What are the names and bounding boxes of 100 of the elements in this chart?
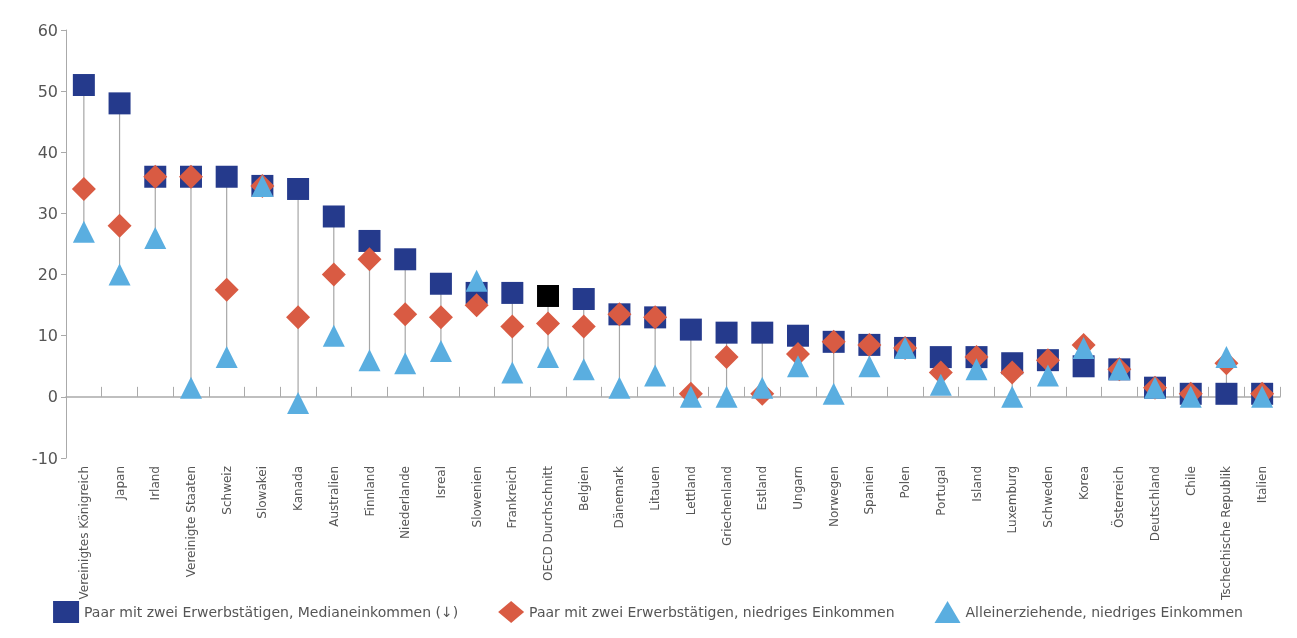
x-tick-label: Japan (112, 466, 127, 501)
y-tick-label: 50 (37, 81, 58, 101)
x-tick-label: Vereinigte Staaten (183, 466, 198, 578)
point (322, 205, 345, 228)
point (500, 314, 525, 339)
point (429, 340, 452, 362)
point (608, 376, 631, 399)
point (644, 364, 667, 387)
point (393, 302, 418, 327)
point (287, 391, 310, 414)
point (214, 277, 239, 302)
x-tick-label: Griechenland (719, 466, 734, 547)
point (215, 165, 238, 188)
point (537, 346, 560, 369)
x-tick-label: Dänemark (612, 465, 627, 529)
x-tick-label: Deutschland (1148, 466, 1163, 542)
x-tick-label: Slowakei (255, 466, 270, 519)
x-tick-label: Niederlande (398, 466, 413, 539)
point (501, 361, 524, 384)
point (501, 281, 524, 304)
x-tick-label: Finnland (362, 466, 377, 517)
point (358, 229, 381, 252)
point (1215, 382, 1238, 405)
point (322, 324, 345, 347)
point (786, 324, 809, 347)
x-tick-label: Australien (326, 466, 341, 527)
point (72, 74, 95, 97)
point (1001, 385, 1024, 408)
x-tick-label: Ungarn (790, 466, 805, 510)
point (571, 314, 596, 339)
x-tick-label: Frankreich (505, 466, 520, 529)
x-tick-label: Chile (1183, 466, 1198, 497)
point (321, 262, 346, 287)
x-tick-label: Litauen (648, 466, 663, 511)
point (715, 321, 738, 344)
point (858, 355, 881, 378)
point (572, 358, 595, 381)
point (464, 293, 489, 318)
point (1000, 360, 1025, 385)
point (751, 321, 774, 344)
y-tick-label: -10 (31, 448, 58, 468)
legend-label: Alleinerziehende, niedriges Einkommen (965, 604, 1243, 620)
legend-label: Paar mit zwei Erwerbstätigen, Medianeinkommen (↓) (84, 604, 459, 620)
x-tick-label: Schweden (1040, 466, 1055, 528)
point (72, 220, 95, 243)
x-tick-label: Italien (1255, 466, 1270, 504)
point (786, 355, 809, 378)
y-tick-label: 0 (47, 387, 58, 407)
y-tick-label: 30 (37, 203, 58, 223)
x-tick-label: Vereinigtes Königreich (76, 466, 91, 600)
x-tick-label: Kanada (291, 466, 306, 511)
point (715, 385, 738, 408)
point (144, 226, 167, 249)
x-tick-label: Luxemburg (1005, 466, 1020, 534)
x-tick-label: Österreich (1110, 466, 1127, 529)
point (71, 176, 96, 201)
point (929, 373, 952, 396)
point (537, 284, 560, 307)
point (429, 272, 452, 295)
x-tick-label: Slowenien (469, 466, 484, 528)
point (965, 358, 988, 381)
point (679, 318, 702, 341)
point (179, 376, 202, 399)
point (822, 382, 845, 405)
x-tick-label: Estland (755, 466, 770, 511)
x-tick-label: Island (969, 466, 984, 502)
point (108, 263, 131, 286)
x-tick-label: Lettland (683, 466, 698, 516)
point (215, 346, 238, 369)
x-tick-label: Tschechische Republik (1219, 465, 1234, 602)
x-tick-label: Belgien (576, 466, 591, 511)
point (536, 311, 561, 336)
x-tick-label: Spanien (862, 466, 877, 515)
point (357, 247, 382, 272)
point (1215, 346, 1238, 369)
legend-label: Paar mit zwei Erwerbstätigen, niedriges Einkommen (529, 604, 895, 620)
point (428, 305, 453, 330)
point (1036, 364, 1059, 387)
y-tick-label: 10 (37, 326, 58, 346)
point (572, 288, 595, 311)
y-tick-label: 60 (37, 20, 58, 40)
x-tick-label: Isreal (433, 466, 448, 499)
y-tick-label: 20 (37, 265, 58, 285)
x-tick-label: Polen (898, 466, 913, 499)
point (465, 269, 488, 292)
x-tick-label: Norwegen (826, 466, 841, 528)
point (287, 177, 310, 200)
point (358, 349, 381, 372)
x-tick-label: Schweiz (219, 466, 234, 515)
x-tick-label: OECD Durchschnitt (541, 465, 556, 581)
point (108, 92, 131, 115)
point (751, 376, 774, 399)
x-tick-label: Korea (1076, 466, 1091, 501)
point (714, 345, 739, 370)
y-tick-label: 40 (37, 142, 58, 162)
point (394, 352, 417, 375)
point (107, 213, 132, 238)
x-tick-label: Portugal (933, 466, 948, 516)
point (286, 305, 311, 330)
x-tick-label: Irland (148, 466, 163, 501)
